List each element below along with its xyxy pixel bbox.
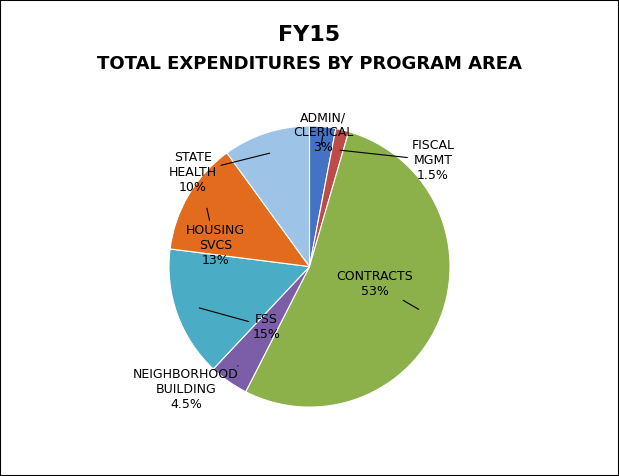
Text: FSS
15%: FSS 15% [199,308,280,340]
Wedge shape [227,126,310,267]
Text: TOTAL EXPENDITURES BY PROGRAM AREA: TOTAL EXPENDITURES BY PROGRAM AREA [97,55,522,73]
Wedge shape [170,153,310,267]
Text: NEIGHBORHOOD
BUILDING
4.5%: NEIGHBORHOOD BUILDING 4.5% [133,366,239,411]
Text: FY15: FY15 [279,25,340,45]
Wedge shape [310,126,336,267]
Wedge shape [214,267,310,392]
Text: ADMIN/
CLERICAL
3%: ADMIN/ CLERICAL 3% [293,111,353,154]
Text: STATE
HEALTH
10%: STATE HEALTH 10% [169,151,270,194]
Wedge shape [310,129,348,267]
Wedge shape [246,132,450,407]
Text: FISCAL
MGMT
1.5%: FISCAL MGMT 1.5% [340,139,454,182]
Wedge shape [169,249,310,369]
Text: HOUSING
SVCS
13%: HOUSING SVCS 13% [186,208,245,268]
Text: CONTRACTS
53%: CONTRACTS 53% [336,270,418,309]
